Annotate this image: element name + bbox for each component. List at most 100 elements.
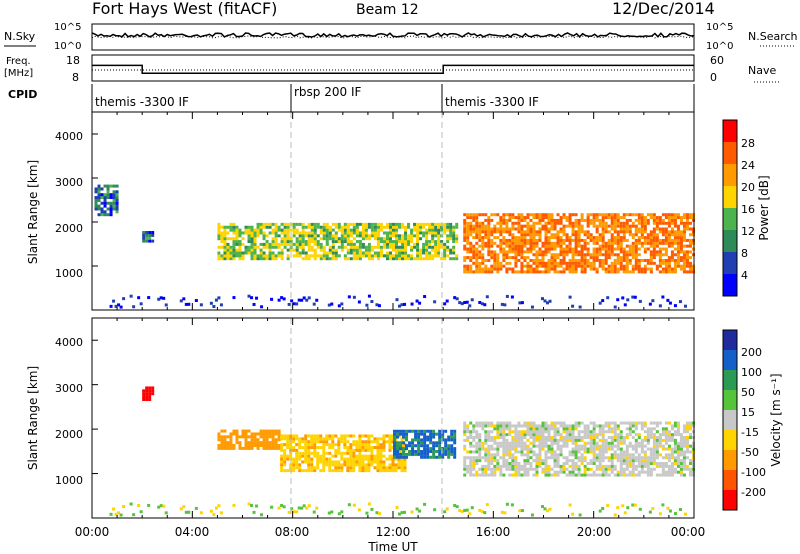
velocity-echo	[450, 447, 454, 451]
power-echo	[434, 222, 438, 226]
velocity-echo	[664, 447, 668, 451]
power-echo	[544, 236, 548, 240]
velocity-echo	[469, 436, 473, 439]
velocity-echo	[472, 438, 476, 442]
power-echo	[592, 256, 596, 260]
velocity-echo	[423, 450, 427, 453]
velocity-echo	[613, 467, 617, 471]
velocity-echo	[676, 430, 680, 434]
power-echo	[425, 231, 429, 235]
velocity-echo	[346, 448, 350, 452]
velocity-echo	[559, 421, 563, 425]
power-echo	[637, 218, 641, 222]
velocity-echo	[441, 432, 445, 436]
power-echo	[472, 244, 476, 248]
power-echo	[252, 302, 256, 306]
velocity-echo	[377, 512, 381, 516]
power-echo	[658, 227, 662, 231]
velocity-echo	[676, 462, 680, 465]
velocity-echo	[415, 507, 419, 511]
power-echo	[623, 303, 627, 307]
velocity-echo	[256, 444, 260, 447]
power-echo	[94, 198, 98, 202]
velocity-echo	[592, 447, 596, 451]
power-echo	[463, 301, 467, 305]
velocity-echo	[508, 456, 512, 460]
velocity-echo	[334, 463, 338, 467]
power-echo	[449, 225, 453, 229]
velocity-echo	[337, 451, 341, 455]
velocity-echo	[217, 438, 221, 442]
power-echo	[583, 264, 587, 268]
power-echo	[115, 198, 119, 202]
power-echo	[271, 257, 275, 261]
velocity-echo	[592, 430, 596, 434]
power-echo	[487, 236, 491, 240]
velocity-echo	[313, 451, 317, 455]
power-echo	[532, 258, 536, 262]
power-echo	[367, 242, 371, 246]
velocity-echo	[490, 421, 494, 425]
power-echo	[466, 233, 470, 237]
power-echo	[544, 230, 548, 234]
velocity-echo	[400, 443, 404, 447]
power-echo	[673, 241, 677, 245]
power-echo	[398, 254, 402, 258]
power-echo	[466, 236, 470, 240]
velocity-echo	[283, 463, 287, 467]
power-echo	[628, 250, 632, 254]
velocity-echo	[313, 466, 317, 470]
power-echo	[373, 254, 377, 258]
power-echo	[643, 221, 647, 225]
velocity-echo	[628, 453, 632, 457]
power-echo	[312, 302, 316, 306]
velocity-echo	[414, 450, 418, 453]
velocity-echo	[661, 467, 665, 471]
velocity-echo	[649, 453, 653, 457]
velocity-echo	[655, 456, 659, 460]
power-echo	[610, 213, 614, 217]
velocity-echo	[655, 473, 659, 477]
power-echo	[307, 296, 311, 300]
power-echo	[419, 251, 423, 255]
velocity-echo	[526, 433, 530, 437]
power-echo	[520, 264, 524, 268]
velocity-echo	[347, 503, 351, 507]
velocity-echo	[577, 421, 581, 425]
velocity-echo	[470, 506, 474, 510]
velocity-echo	[682, 456, 686, 460]
power-echo	[449, 248, 453, 252]
power-echo	[328, 251, 332, 255]
power-echo	[622, 253, 626, 257]
power-echo	[434, 240, 438, 244]
velocity-echo	[517, 424, 521, 428]
power-echo	[616, 218, 620, 222]
power-echo	[352, 295, 356, 299]
velocity-echo	[289, 466, 293, 470]
velocity-echo	[610, 459, 614, 463]
velocity-echo	[322, 460, 326, 464]
velocity-echo	[619, 433, 623, 437]
power-echo	[475, 218, 479, 222]
power-echo	[592, 216, 596, 220]
power-echo	[376, 257, 380, 261]
power-echo	[385, 245, 389, 249]
velocity-echo	[298, 457, 302, 461]
power-echo	[446, 222, 450, 226]
power-echo	[367, 251, 371, 255]
velocity-echo	[400, 511, 404, 515]
velocity-echo	[481, 456, 485, 460]
power-echo	[640, 233, 644, 237]
power-echo	[514, 264, 518, 268]
power-echo	[568, 244, 572, 248]
power-echo	[622, 224, 626, 228]
power-echo	[604, 267, 608, 271]
power-echo	[301, 245, 305, 249]
velocity-echo	[592, 441, 596, 445]
velocity-echo	[319, 469, 323, 473]
power-echo	[401, 251, 405, 255]
power-echo	[577, 241, 581, 245]
velocity-echo	[265, 438, 269, 442]
power-echo	[658, 216, 662, 220]
power-echo	[511, 224, 515, 228]
